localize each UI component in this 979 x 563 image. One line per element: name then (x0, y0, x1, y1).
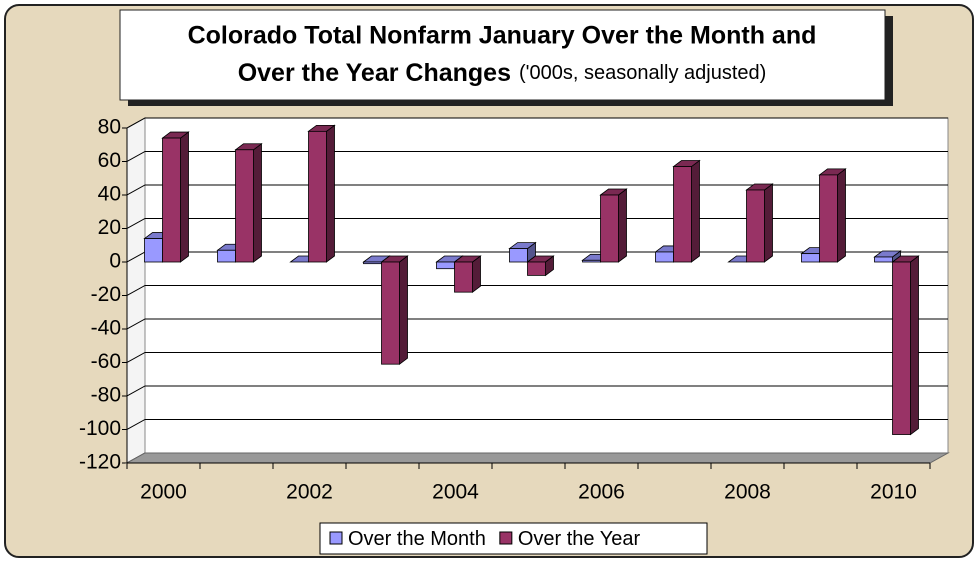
bar-side (910, 255, 919, 436)
bar-side (399, 255, 408, 365)
bar (673, 166, 692, 263)
y-tick-label: -20 (91, 283, 121, 306)
grid-line (126, 285, 948, 296)
bar-side (253, 142, 262, 263)
bar-side (837, 168, 846, 263)
bar-side (326, 124, 335, 263)
y-tick-label: -120 (79, 451, 121, 474)
floor (125, 452, 950, 464)
y-tick-label: -40 (91, 317, 121, 340)
bar (144, 238, 163, 263)
title-box (119, 9, 886, 101)
legend-swatch (329, 531, 343, 545)
grid-line (126, 117, 948, 129)
subtitle-note: ('000s, seasonally adjusted) (519, 62, 766, 84)
chart-subtitle: Over the Year Changes ('000s, seasonally … (238, 59, 767, 87)
y-tick-label: 20 (98, 216, 121, 239)
grid-line (126, 318, 948, 330)
x-tick-label: 2000 (140, 481, 187, 504)
grid-line (126, 385, 948, 397)
bar (162, 137, 181, 263)
bar (819, 174, 838, 263)
bar (235, 149, 254, 263)
legend-label: Over the Year (518, 528, 641, 550)
bar (874, 256, 893, 263)
x-tick-label: 2006 (578, 481, 625, 504)
x-tick-label: 2004 (432, 481, 479, 504)
x-tick-label: 2002 (286, 481, 333, 504)
y-tick-label: -100 (79, 417, 121, 440)
bar (217, 249, 236, 263)
legend-swatch (499, 531, 513, 545)
bar-side (180, 131, 189, 263)
grid-line (126, 151, 948, 162)
bar (381, 261, 400, 365)
bar-side (618, 188, 627, 263)
bar (509, 248, 528, 263)
bar (436, 261, 455, 270)
bar (655, 251, 674, 263)
y-tick-label: -80 (91, 384, 121, 407)
bar (308, 130, 327, 263)
legend-label: Over the Month (348, 528, 486, 550)
bar-side (764, 183, 773, 263)
bar (892, 261, 911, 435)
y-tick-label: 40 (98, 183, 121, 206)
bar (801, 253, 820, 263)
grid-line (126, 419, 948, 430)
y-tick-label: 60 (98, 149, 121, 172)
subtitle-bold: Over the Year Changes (238, 59, 511, 87)
x-tick-label: 2008 (724, 481, 771, 504)
x-tick-label: 2010 (870, 481, 917, 504)
y-tick-label: 0 (109, 250, 121, 273)
bar-side (691, 159, 700, 263)
chart-title: Colorado Total Nonfarm January Over the … (188, 22, 817, 50)
bar (746, 189, 765, 263)
grid-line (126, 352, 948, 363)
bar (527, 261, 546, 276)
bar (600, 194, 619, 263)
y-tick-label: 80 (98, 116, 121, 139)
bar (363, 261, 382, 265)
bar (582, 259, 601, 263)
legend-box (319, 522, 708, 555)
y-tick-label: -60 (91, 350, 121, 373)
bar (454, 261, 473, 293)
